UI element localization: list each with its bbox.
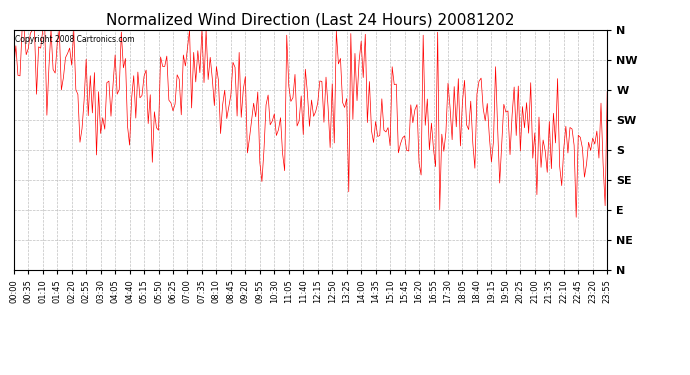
- Title: Normalized Wind Direction (Last 24 Hours) 20081202: Normalized Wind Direction (Last 24 Hours…: [106, 12, 515, 27]
- Text: Copyright 2008 Cartronics.com: Copyright 2008 Cartronics.com: [15, 35, 135, 44]
